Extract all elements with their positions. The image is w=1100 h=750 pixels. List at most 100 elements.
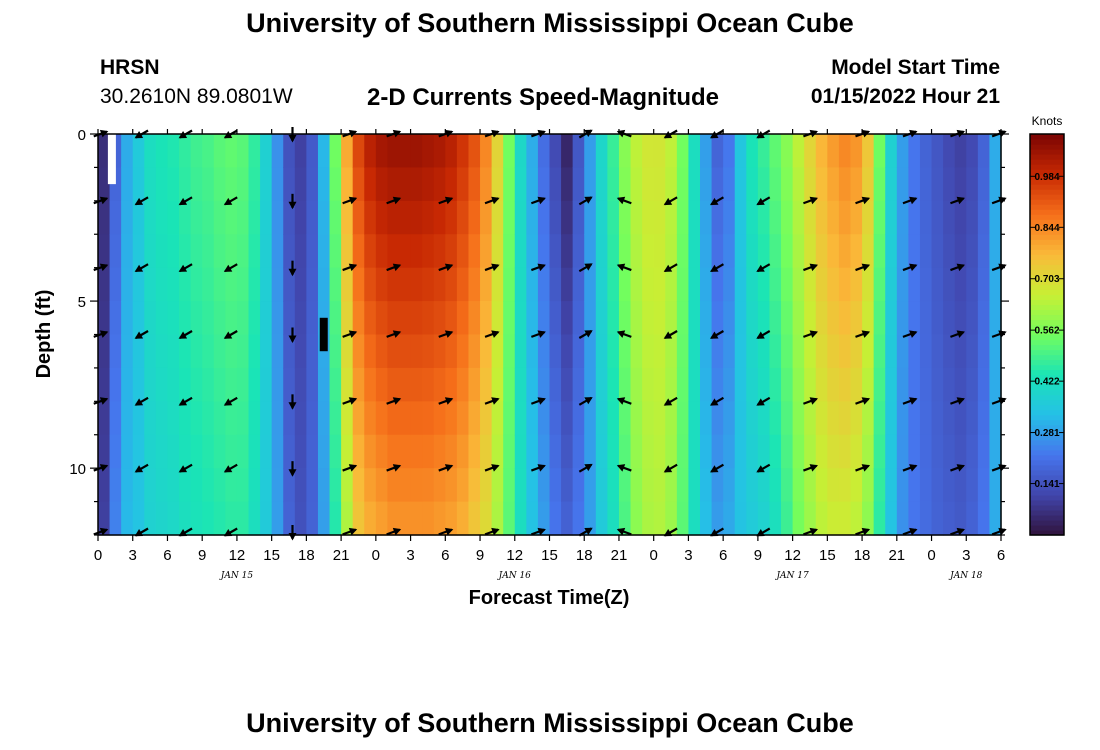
heatmap-cell (954, 367, 967, 402)
heatmap-cell (977, 134, 991, 169)
heatmap-cell (121, 200, 134, 235)
heatmap-cell (908, 301, 921, 336)
heatmap-cell (202, 334, 215, 369)
heatmap-cell (422, 401, 435, 436)
heatmap-cell (781, 367, 794, 402)
heatmap-cell (399, 301, 412, 336)
heatmap-cell (190, 501, 203, 536)
heatmap-cell (630, 200, 643, 235)
heatmap-cell (804, 200, 817, 235)
heatmap-cell (422, 367, 435, 402)
heatmap-cell (977, 401, 991, 436)
heatmap-cell (225, 234, 238, 269)
heatmap-cell (167, 234, 180, 269)
heatmap-cell (665, 134, 678, 169)
heatmap-cell (537, 501, 551, 536)
current-vector-arrow (288, 394, 297, 410)
heatmap-cell (931, 334, 944, 369)
colorbar-segment (1030, 194, 1064, 200)
heatmap-cell (271, 434, 284, 469)
colorbar-segment (1030, 174, 1064, 180)
arrow-head (909, 330, 918, 338)
heatmap-cell (688, 301, 701, 336)
heatmap-cell (954, 267, 967, 302)
heatmap-cell (375, 200, 389, 235)
arrow-head (288, 335, 297, 343)
heatmap-cell (375, 401, 389, 436)
heatmap-cell (781, 234, 794, 269)
heatmap-cell (676, 267, 690, 302)
heatmap-cell (954, 401, 967, 436)
arrow-head (809, 397, 818, 405)
current-vector-arrow (178, 196, 193, 206)
heatmap-cell (526, 468, 539, 503)
colorbar-segment (1030, 374, 1064, 381)
arrow-head (616, 263, 626, 272)
heatmap-cell (537, 301, 551, 336)
arrow-head (288, 201, 297, 210)
heatmap-cell (491, 200, 504, 235)
heatmap-cell (456, 468, 470, 503)
heatmap-cell (700, 167, 713, 202)
colorbar-tick-label: 0.984 (1034, 172, 1059, 183)
heatmap-cell (769, 200, 782, 235)
arrow-head (491, 397, 500, 405)
heatmap-cell (989, 234, 1002, 269)
heatmap-cell (537, 367, 551, 402)
current-vector-arrow (342, 464, 358, 472)
heatmap-cell (769, 267, 782, 302)
colorbar-segment (1030, 204, 1064, 210)
heatmap-cell (399, 468, 412, 503)
heatmap-cell (480, 200, 493, 235)
heatmap-cell (885, 367, 898, 402)
colorbar-segment (1030, 314, 1064, 321)
heatmap-cell (422, 134, 435, 169)
heatmap-cell (387, 167, 400, 202)
heatmap-cell (781, 200, 794, 235)
heatmap-cell (248, 334, 261, 369)
heatmap-cell (456, 234, 470, 269)
current-vector-arrow (484, 196, 500, 205)
heatmap-cell (931, 501, 944, 536)
heatmap-cell (468, 267, 481, 302)
heatmap-cell (503, 468, 516, 503)
heatmap-cell (896, 367, 909, 402)
current-vector-arrow (855, 263, 871, 272)
heatmap-cell (468, 167, 481, 202)
colorbar-segment (1030, 364, 1064, 371)
arrow-head (99, 330, 109, 338)
heatmap-cell (202, 468, 215, 503)
heatmap-cell (480, 401, 493, 436)
heatmap-cell (271, 501, 284, 536)
current-vector-arrow (134, 330, 149, 339)
heatmap-cell (711, 134, 724, 169)
arrow-head (178, 264, 188, 272)
heatmap-cell (549, 234, 562, 269)
heatmap-cell (618, 267, 632, 302)
heatmap-cell (480, 434, 493, 469)
current-vector-arrow (855, 196, 871, 205)
arrow-head (756, 398, 765, 406)
heatmap-cell (155, 234, 169, 269)
arrow-head (392, 196, 402, 205)
arrow-head (223, 197, 233, 206)
heatmap-cell (260, 134, 273, 169)
colorbar-segment (1030, 244, 1064, 250)
heatmap-cell (537, 267, 551, 302)
heatmap-cell (514, 468, 527, 503)
date-label: JAN 17 (774, 571, 809, 581)
heatmap-cell (908, 234, 921, 269)
heatmap-cell (179, 501, 192, 536)
current-vector-arrow (902, 196, 918, 205)
heatmap-cell (445, 200, 458, 235)
heatmap-cell (873, 334, 886, 369)
heatmap-cell (653, 367, 666, 402)
heatmap-cell (317, 434, 331, 469)
arrow-head (392, 397, 402, 405)
current-vector-arrow (178, 463, 193, 473)
heatmap-cell (341, 434, 354, 469)
heatmap-cell (931, 234, 944, 269)
heatmap-cell (850, 468, 863, 503)
heatmap-cell (827, 167, 840, 202)
heatmap-cell (167, 501, 180, 536)
